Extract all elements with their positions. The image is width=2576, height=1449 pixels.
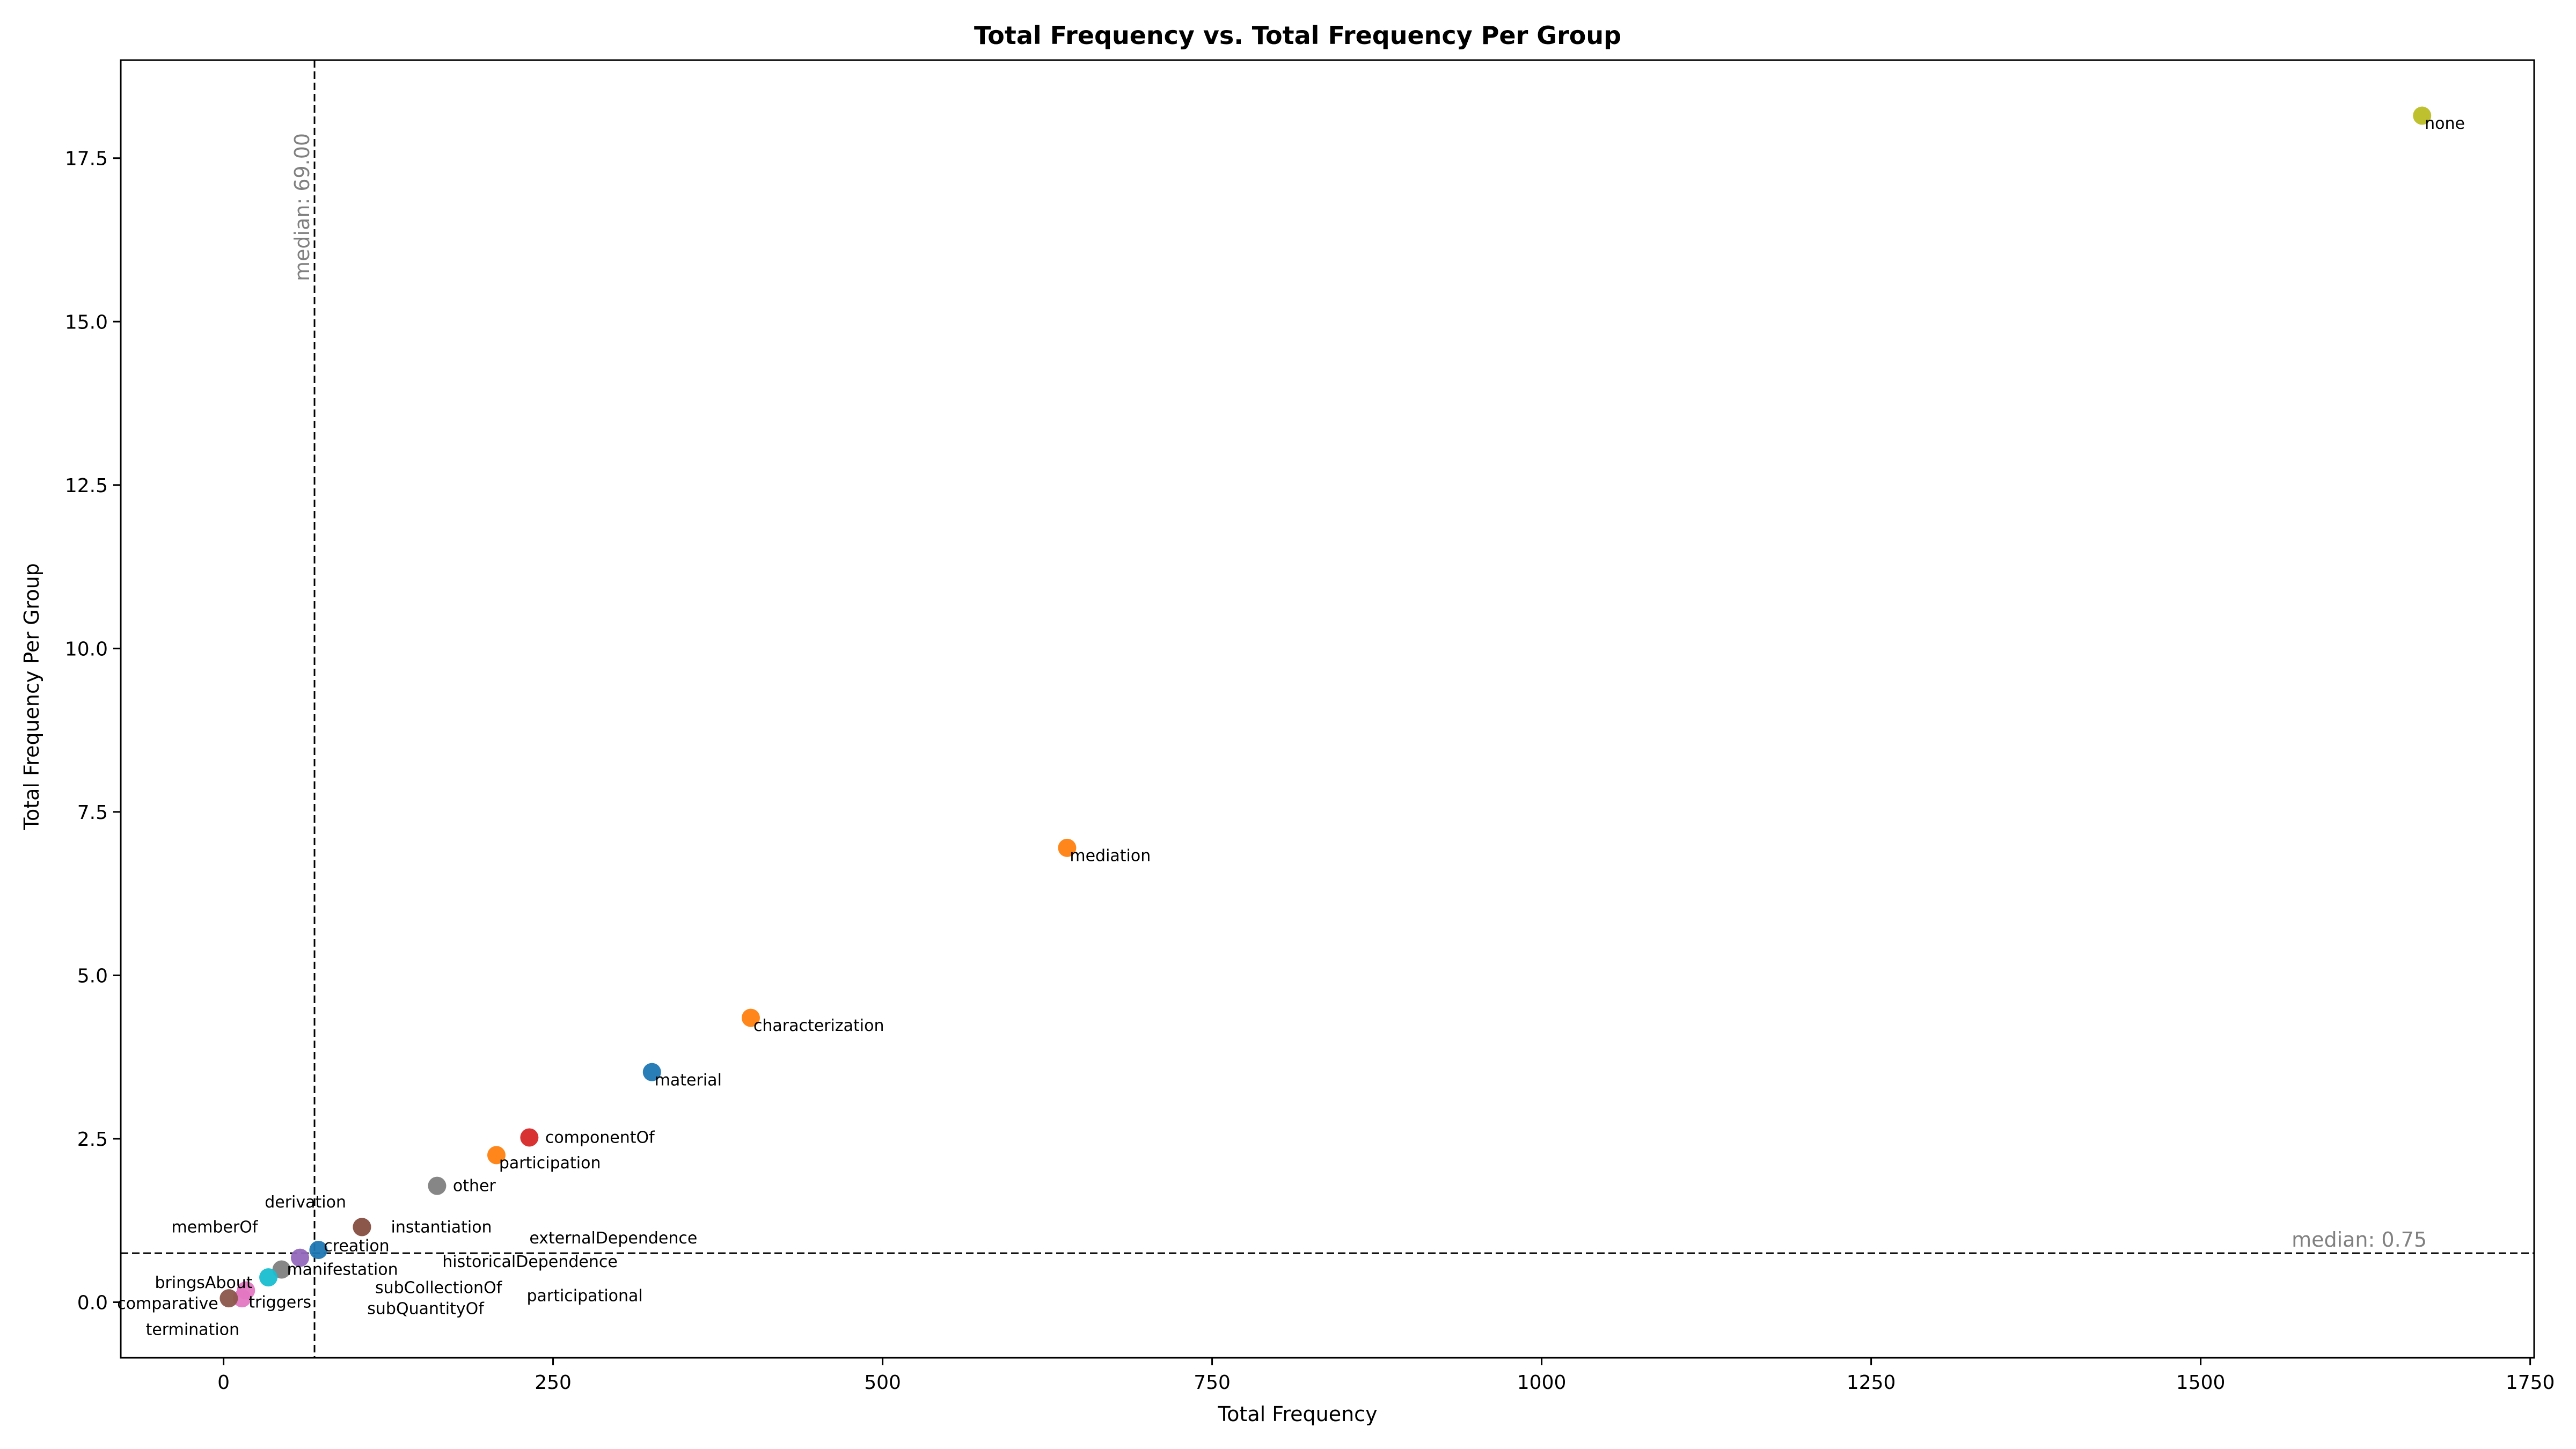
point-label-participation: participation xyxy=(499,1154,601,1173)
y-tick-label: 7.5 xyxy=(77,802,108,824)
x-tick-label: 500 xyxy=(864,1372,901,1394)
point-label-bringsAbout: bringsAbout xyxy=(155,1274,252,1292)
y-tick-label: 10.0 xyxy=(65,638,108,660)
data-point-none xyxy=(2413,106,2432,125)
data-point-creation xyxy=(309,1241,328,1260)
data-point-characterization xyxy=(741,1008,760,1027)
data-point-componentOf xyxy=(520,1128,539,1147)
data-point-material xyxy=(642,1063,661,1081)
point-label-termination: termination xyxy=(146,1321,239,1340)
x-tick-label: 1250 xyxy=(1847,1372,1896,1394)
data-point-manifestation xyxy=(272,1260,291,1279)
y-tick-label: 12.5 xyxy=(65,475,108,497)
point-label-participational: participational xyxy=(526,1286,642,1305)
point-label-characterization: characterization xyxy=(753,1016,884,1035)
data-point-comparative xyxy=(219,1289,238,1308)
y-tick-label: 17.5 xyxy=(65,148,108,170)
point-label-triggers: triggers xyxy=(248,1293,311,1312)
point-label-externalDependence: externalDependence xyxy=(529,1229,697,1248)
point-label-comparative: comparative xyxy=(117,1294,218,1313)
x-tick-label: 0 xyxy=(217,1372,230,1394)
data-point-termination xyxy=(232,1289,251,1308)
point-label-manifestation: manifestation xyxy=(287,1261,398,1279)
data-point-instantiation xyxy=(353,1218,371,1236)
data-point-other xyxy=(428,1176,447,1195)
point-label-instantiation: instantiation xyxy=(391,1218,492,1236)
x-tick-label: 1500 xyxy=(2176,1372,2226,1394)
y-median-label: median: 0.75 xyxy=(2292,1228,2427,1252)
data-point-bringsAbout xyxy=(259,1268,278,1287)
point-label-componentOf: componentOf xyxy=(545,1128,655,1147)
y-tick-label: 15.0 xyxy=(65,311,108,333)
data-point-memberOf xyxy=(291,1248,310,1267)
point-label-none: none xyxy=(2425,114,2465,133)
point-label-memberOf: memberOf xyxy=(172,1218,259,1236)
x-tick-label: 1000 xyxy=(1517,1372,1567,1394)
y-tick-label: 0.0 xyxy=(77,1292,108,1314)
point-label-subQuantityOf: subQuantityOf xyxy=(367,1300,485,1319)
point-label-other: other xyxy=(453,1177,496,1196)
point-label-subCollectionOf: subCollectionOf xyxy=(375,1279,503,1298)
chart-title: Total Frequency vs. Total Frequency Per … xyxy=(974,21,1621,50)
y-axis-label: Total Frequency Per Group xyxy=(20,563,43,831)
data-point-participation xyxy=(487,1146,506,1165)
y-tick-label: 5.0 xyxy=(77,965,108,987)
point-label-derivation: derivation xyxy=(265,1193,346,1212)
x-tick-label: 1750 xyxy=(2506,1372,2555,1394)
x-median-label: median: 69.00 xyxy=(290,133,314,281)
x-tick-label: 250 xyxy=(535,1372,572,1394)
y-tick-label: 2.5 xyxy=(77,1129,108,1151)
point-label-historicalDependence: historicalDependence xyxy=(442,1253,618,1271)
point-label-mediation: mediation xyxy=(1070,846,1151,865)
x-axis-label: Total Frequency xyxy=(1217,1402,1377,1426)
point-label-creation: creation xyxy=(324,1237,389,1256)
data-point-mediation xyxy=(1058,838,1077,857)
plot-area: 0 250 500 750 1000 1250 1500 1750 0.0 2.5 5.0 7.5 10… xyxy=(65,59,2555,1394)
point-label-material: material xyxy=(655,1071,722,1089)
plot-frame xyxy=(120,59,2535,1359)
x-tick-label: 750 xyxy=(1194,1372,1231,1394)
